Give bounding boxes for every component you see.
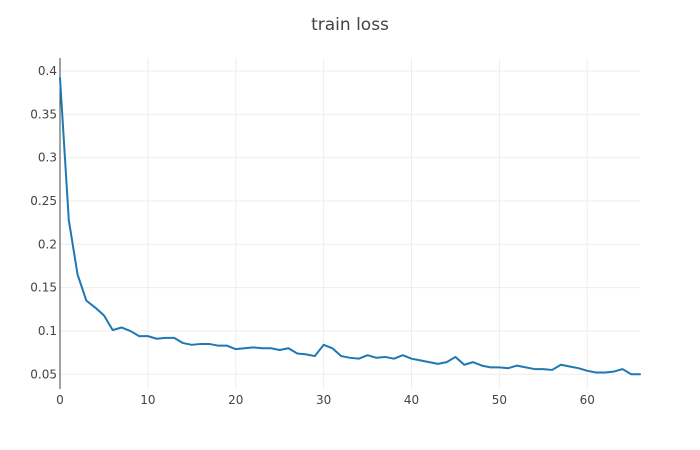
series-layer [59, 76, 641, 376]
y-tick-label: 0.25 [30, 194, 57, 208]
x-tick-label: 20 [228, 393, 243, 407]
y-tick-label: 0.1 [38, 324, 57, 338]
x-tick-label: 40 [404, 393, 419, 407]
y-tick-label: 0.05 [30, 367, 57, 381]
grid-layer [60, 58, 640, 389]
x-tick-label: 0 [56, 393, 64, 407]
y-tick-label: 0.35 [30, 107, 57, 121]
y-tick-label: 0.4 [38, 64, 57, 78]
tick-label-layer: 0 10 20 30 40 50 60 0.05 0.1 0.15 0.2 0.25 0.3 0.35 0.… [30, 64, 595, 407]
x-tick-label: 60 [580, 393, 595, 407]
y-tick-label: 0.15 [30, 281, 57, 295]
x-tick-label: 10 [140, 393, 155, 407]
chart-title: train loss [311, 15, 389, 35]
x-tick-label: 50 [492, 393, 507, 407]
x-tick-label: 30 [316, 393, 331, 407]
series-line-train-loss [59, 76, 641, 376]
y-tick-label: 0.2 [38, 237, 57, 251]
y-tick-label: 0.3 [38, 151, 57, 165]
